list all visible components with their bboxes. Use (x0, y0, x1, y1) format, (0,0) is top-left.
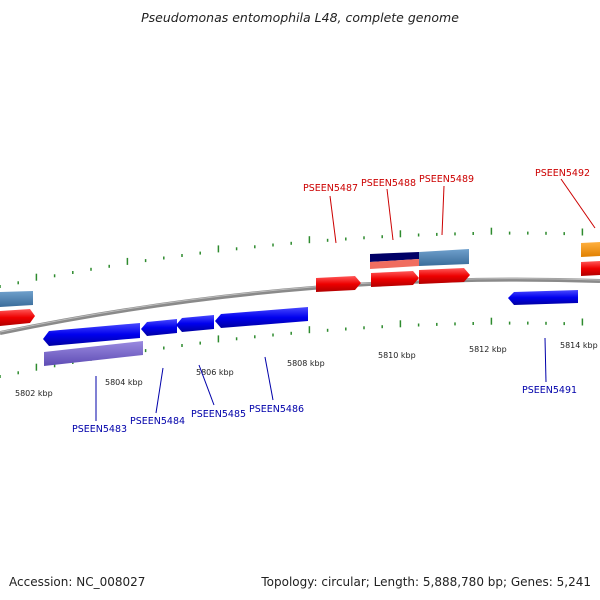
gene-label-pseen5492[interactable]: PSEEN5492 (535, 168, 590, 179)
scale-label: 5812 kbp (469, 345, 507, 354)
gene-label-pseen5483[interactable]: PSEEN5483 (72, 424, 127, 435)
tick-row-outer (0, 227, 584, 288)
gene-pseen5488-navy[interactable] (370, 252, 419, 262)
genome-backbone (0, 277, 600, 335)
gene-label-pseen5485[interactable]: PSEEN5485 (191, 409, 246, 420)
leader-pseen5492 (560, 178, 596, 229)
gene-label-pseen5491[interactable]: PSEEN5491 (522, 385, 577, 396)
gene-pseen5487[interactable] (316, 276, 361, 292)
gene-pseen5483[interactable] (43, 323, 140, 346)
gene-steelblue-left[interactable] (0, 291, 33, 307)
gene-label-pseen5486[interactable]: PSEEN5486 (249, 404, 304, 415)
forward-genes (0, 242, 600, 326)
leader-pseen5484 (155, 367, 164, 414)
gene-label-pseen5484[interactable]: PSEEN5484 (130, 416, 185, 427)
gene-pseen5489[interactable] (419, 268, 470, 284)
gene-label-pseen5488[interactable]: PSEEN5488 (361, 178, 416, 189)
gene-pseen5484[interactable] (141, 319, 177, 336)
gene-pseen5491[interactable] (508, 290, 578, 305)
topology-text: Topology: circular; Length: 5,888,780 bp… (261, 575, 591, 589)
leader-pseen5486 (264, 356, 274, 401)
leader-pseen5488 (386, 188, 394, 241)
gene-label-pseen5487[interactable]: PSEEN5487 (303, 183, 358, 194)
reverse-genes (43, 290, 578, 366)
gene-pseen5488-salmon[interactable] (370, 259, 419, 269)
scale-label: 5806 kbp (196, 368, 234, 377)
genome-title: Pseudomonas entomophila L48, complete ge… (141, 10, 459, 25)
scale-label: 5804 kbp (105, 378, 143, 387)
gene-pseen5492[interactable] (581, 261, 600, 276)
scale-label: 5802 kbp (15, 389, 53, 398)
gene-pseen5488[interactable] (371, 271, 419, 287)
scale-labels: 5802 kbp 5804 kbp 5806 kbp 5808 kbp 5810… (15, 341, 598, 398)
gene-labels: PSEEN5487 PSEEN5488 PSEEN5489 PSEEN5492 … (72, 168, 590, 435)
gene-label-pseen5489[interactable]: PSEEN5489 (419, 174, 474, 185)
leader-pseen5485 (198, 364, 215, 406)
gene-pseen5485[interactable] (176, 315, 214, 332)
gene-pseen5492-orange[interactable] (581, 242, 600, 257)
gene-red-left[interactable] (0, 309, 35, 326)
scale-label: 5810 kbp (378, 351, 416, 360)
leader-pseen5491 (544, 337, 547, 383)
genome-backbone-highlight (0, 278, 600, 333)
leader-pseen5489 (441, 185, 445, 236)
leader-pseen5487 (329, 195, 337, 244)
accession-text: Accession: NC_008027 (9, 575, 146, 589)
scale-label: 5814 kbp (560, 341, 598, 350)
scale-label: 5808 kbp (287, 359, 325, 368)
leader-lines (95, 178, 596, 421)
gene-pseen5486[interactable] (215, 307, 308, 328)
gene-pseen5483-violet[interactable] (44, 341, 143, 366)
gene-pseen5489-steel[interactable] (419, 249, 469, 266)
